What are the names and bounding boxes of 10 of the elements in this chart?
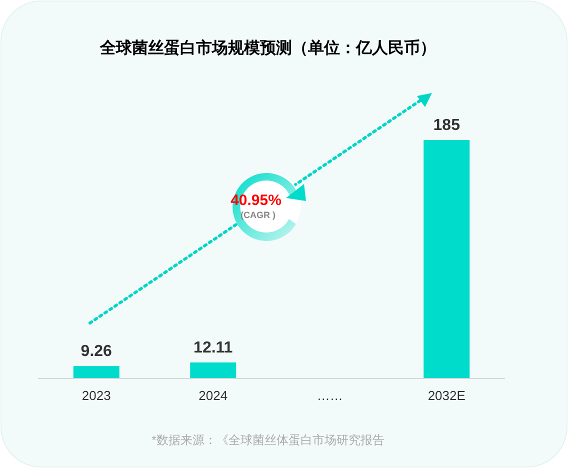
data-label: 185 [433, 117, 460, 134]
x-tick-label: 2032E [428, 388, 466, 403]
data-label: 12.11 [194, 339, 233, 356]
x-tick-label: 2024 [198, 388, 228, 403]
text: *数据来源：《全球菌丝体蛋白市场研究报告 [152, 433, 384, 447]
x-tick-label: …… [316, 388, 343, 403]
data-label: 9.26 [80, 343, 112, 360]
annotation: (CAGR ) [240, 210, 276, 220]
chart-title: 全球菌丝蛋白市场规模预测（单位：亿人民币） [99, 39, 436, 57]
x-tick-label: 2023 [82, 388, 111, 403]
